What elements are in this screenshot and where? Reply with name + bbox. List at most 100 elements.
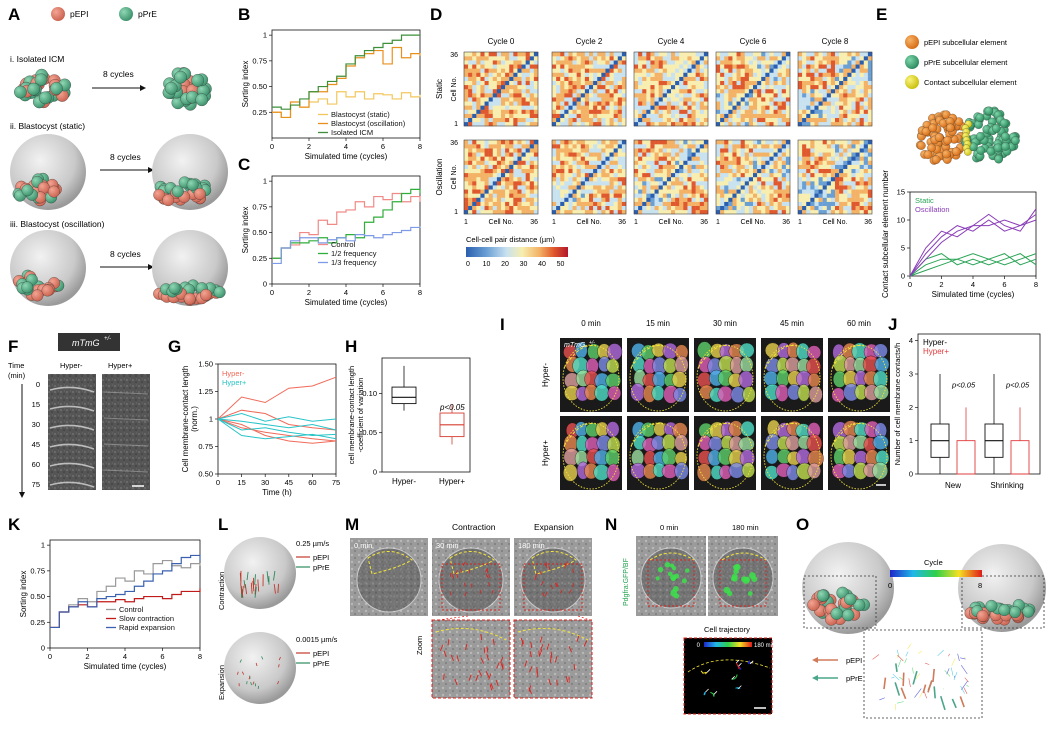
heatmap-cell xyxy=(526,173,530,177)
heatmap-cell xyxy=(468,110,472,114)
heatmap-cell xyxy=(860,193,864,197)
heatmap-cell xyxy=(468,152,472,156)
heatmap-cell xyxy=(597,64,601,68)
heatmap-cell xyxy=(749,85,753,89)
heatmap-cell xyxy=(728,140,732,144)
heatmap-cell xyxy=(560,193,564,197)
heatmap-cell xyxy=(823,68,827,72)
heatmap-cell xyxy=(671,110,675,114)
heatmap-cell xyxy=(765,68,769,72)
heatmap-cell xyxy=(757,114,761,118)
heatmap-cell xyxy=(761,206,765,210)
heatmap-cell xyxy=(823,161,827,165)
heatmap-cell xyxy=(556,97,560,101)
heatmap-cell xyxy=(675,148,679,152)
heatmap-cell xyxy=(614,169,618,173)
heatmap-cell xyxy=(860,202,864,206)
heatmap-cell xyxy=(468,118,472,122)
heatmap-cell xyxy=(489,173,493,177)
heatmap-cell xyxy=(530,210,534,214)
heatmap-cell xyxy=(728,189,732,193)
heatmap-cell xyxy=(810,181,814,185)
heatmap-cell xyxy=(765,81,769,85)
heatmap-cell xyxy=(851,60,855,64)
heatmap-cell xyxy=(638,97,642,101)
heatmap-cell xyxy=(692,152,696,156)
heatmap-cell xyxy=(505,161,509,165)
heatmap-cell xyxy=(839,60,843,64)
heatmap-cell xyxy=(476,110,480,114)
heatmap-cell xyxy=(753,177,757,181)
heatmap-cell xyxy=(605,161,609,165)
mtmg-label: mTmG xyxy=(564,342,586,349)
heatmap-cell xyxy=(761,210,765,214)
heatmap-cell xyxy=(786,118,790,122)
heatmap-cell xyxy=(556,60,560,64)
heatmap-cell xyxy=(675,60,679,64)
heatmap-cell xyxy=(605,169,609,173)
heatmap-cell xyxy=(802,60,806,64)
fluorescence-image xyxy=(636,536,706,616)
heatmap-cell xyxy=(856,148,860,152)
subcellular-element xyxy=(1000,119,1008,127)
heatmap-cell xyxy=(786,206,790,210)
heatmap-cell xyxy=(786,60,790,64)
heatmap-cell xyxy=(610,101,614,105)
heatmap-cell xyxy=(753,193,757,197)
heatmap-cell xyxy=(720,165,724,169)
heatmap-cell xyxy=(864,89,868,93)
heatmap-cell xyxy=(851,118,855,122)
heatmap-cell xyxy=(683,193,687,197)
heatmap-cell xyxy=(851,85,855,89)
heatmap-cell xyxy=(589,193,593,197)
heatmap-cell xyxy=(622,56,626,60)
ppre-cell xyxy=(174,71,186,83)
heatmap-cell xyxy=(501,101,505,105)
heatmap-cell xyxy=(823,202,827,206)
heatmap-cell xyxy=(605,173,609,177)
heatmap-cell xyxy=(585,93,589,97)
heatmap-cell xyxy=(501,152,505,156)
heatmap-cell xyxy=(667,210,671,214)
heatmap-cell xyxy=(622,64,626,68)
heatmap-cell xyxy=(704,122,708,126)
heatmap-cell xyxy=(650,148,654,152)
segmented-cell xyxy=(709,436,723,451)
heatmap-cell xyxy=(856,110,860,114)
heatmap-cell xyxy=(856,210,860,214)
heatmap-cell xyxy=(843,68,847,72)
heatmap-cell xyxy=(585,68,589,72)
heatmap-cell xyxy=(835,97,839,101)
heatmap-cell xyxy=(741,206,745,210)
heatmap-cell xyxy=(827,52,831,56)
heatmap-cell xyxy=(513,73,517,77)
heatmap-cell xyxy=(769,140,773,144)
heatmap-cell xyxy=(851,56,855,60)
heatmap-cell xyxy=(856,89,860,93)
heatmap-cell xyxy=(489,105,493,109)
heatmap-cell xyxy=(716,64,720,68)
heatmap-cell xyxy=(476,185,480,189)
heatmap-cell xyxy=(577,81,581,85)
heatmap-cell xyxy=(464,185,468,189)
heatmap-cell xyxy=(675,189,679,193)
heatmap-cell xyxy=(601,198,605,202)
heatmap-cell xyxy=(806,122,810,126)
heatmap-cell xyxy=(720,77,724,81)
heatmap-cell xyxy=(577,101,581,105)
heatmap-cell xyxy=(601,97,605,101)
heatmap-cell xyxy=(509,97,513,101)
heatmap-cell xyxy=(843,118,847,122)
heatmap-cell xyxy=(683,181,687,185)
heatmap-cell xyxy=(634,165,638,169)
heatmap-cell xyxy=(556,173,560,177)
heatmap-cell xyxy=(806,73,810,77)
heatmap-cell xyxy=(745,140,749,144)
heatmap-cell xyxy=(868,189,872,193)
heatmap-cell xyxy=(774,110,778,114)
heatmap-cell xyxy=(757,68,761,72)
heatmap-cell xyxy=(864,165,868,169)
heatmap-cell xyxy=(485,189,489,193)
heatmap-cell xyxy=(610,77,614,81)
